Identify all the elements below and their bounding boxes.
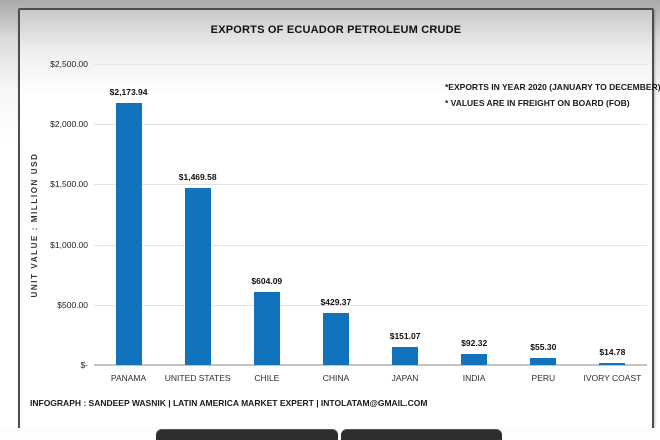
x-axis-category-label: INDIA — [462, 373, 486, 383]
bar — [599, 363, 626, 365]
bottom-dock-segment-right[interactable] — [341, 429, 502, 440]
x-axis-line — [94, 364, 647, 366]
x-axis-category-label: JAPAN — [391, 373, 419, 383]
bar-value-label: $92.32 — [461, 338, 488, 348]
bar — [322, 313, 349, 365]
bar — [115, 103, 142, 365]
bar-value-label: $151.07 — [389, 331, 421, 341]
gridline — [94, 244, 647, 246]
bar-value-label: $2,173.94 — [109, 87, 148, 97]
annotation-year: *EXPORTS IN YEAR 2020 (JANUARY TO DECEMB… — [445, 82, 660, 92]
gridline — [94, 64, 647, 65]
footer-credit: INFOGRAPH : SANDEEP WASNIK | LATIN AMERI… — [30, 398, 428, 408]
bar-value-label: $14.78 — [599, 347, 626, 357]
y-axis-tick-label: $2,000.00 — [50, 119, 88, 130]
y-axis-tick-label: $2,500.00 — [50, 59, 88, 69]
y-axis-title: UNIT VALUE : MILLION USD — [30, 152, 39, 298]
x-axis-category-label: UNITED STATES — [164, 373, 231, 383]
x-axis-category-label: PANAMA — [110, 373, 147, 383]
bar — [392, 347, 419, 365]
bar — [530, 358, 557, 365]
x-axis-category-label: IVORY COAST — [583, 373, 642, 383]
bar-value-label: $429.37 — [320, 297, 352, 307]
gridline — [94, 304, 647, 306]
gridline — [94, 184, 647, 186]
x-axis-category-label: CHILE — [254, 373, 280, 383]
chart-title: EXPORTS OF ECUADOR PETROLEUM CRUDE — [210, 24, 462, 36]
x-axis-category-label: CHINA — [322, 373, 350, 383]
bottom-dock-segment-left[interactable] — [156, 429, 338, 440]
bar — [184, 188, 211, 365]
bar-value-label: $604.09 — [251, 276, 283, 286]
bar-value-label: $55.30 — [530, 342, 557, 352]
y-axis-tick-label: $500.00 — [57, 299, 88, 310]
y-axis-tick-label: $1,000.00 — [50, 239, 88, 250]
y-axis-tick-label: $- — [80, 360, 88, 370]
x-axis-category-label: PERU — [531, 373, 556, 383]
gridline — [94, 124, 647, 126]
annotation-fob: * VALUES ARE IN FREIGHT ON BOARD (FOB) — [445, 98, 630, 108]
chart-frame: EXPORTS OF ECUADOR PETROLEUM CRUDE *EXPO… — [18, 8, 660, 430]
bar — [461, 354, 488, 365]
bar — [253, 292, 280, 365]
y-axis-tick-label: $1,500.00 — [50, 179, 88, 190]
bar-value-label: $1,469.58 — [178, 172, 217, 182]
